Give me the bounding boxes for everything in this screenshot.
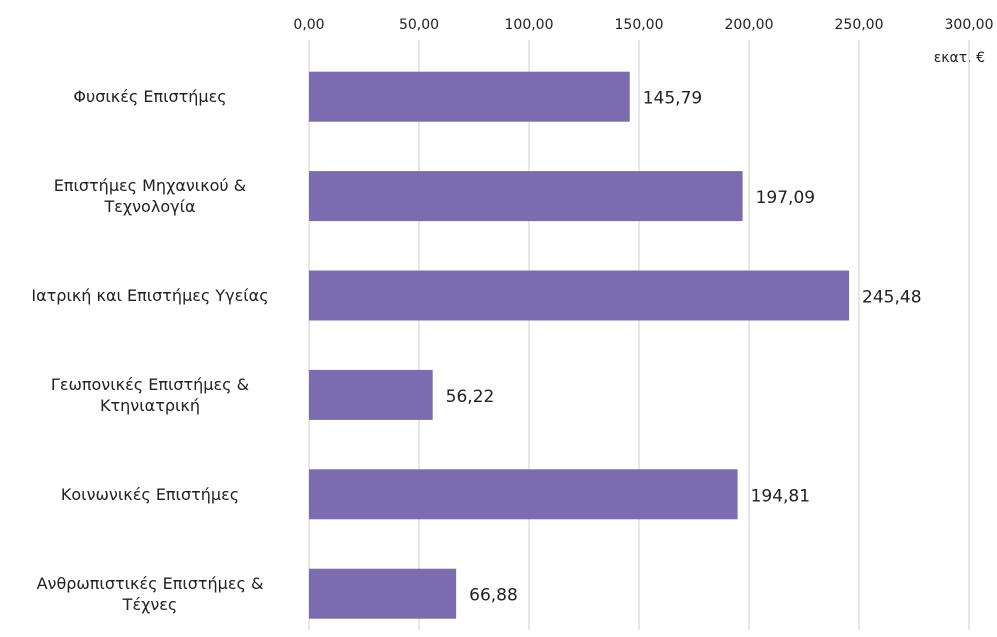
value-label: 145,79 [643, 89, 702, 109]
value-label: 56,22 [446, 387, 495, 407]
x-axis-label: εκατ. € [934, 50, 985, 66]
value-label: 245,48 [862, 288, 921, 308]
bar [309, 568, 457, 619]
value-label: 194,81 [751, 486, 810, 506]
bar [309, 270, 850, 321]
value-label: 197,09 [756, 188, 815, 208]
bar [309, 171, 743, 222]
y-tick-label: Ιατρική και Επιστήμες Υγείας [31, 286, 269, 305]
y-tick-label: Ανθρωπιστικές Επιστήμες & Τέχνες [36, 573, 264, 614]
x-tick-label: 200,00 [725, 17, 774, 33]
y-tick-label: Επιστήμες Μηχανικού & Τεχνολογία [53, 176, 247, 217]
bar [309, 71, 630, 122]
x-tick-label: 150,00 [615, 17, 664, 33]
y-tick-label: Φυσικές Επιστήμες [73, 87, 227, 107]
bar [309, 369, 433, 420]
bar [309, 469, 738, 520]
x-tick-label: 0,00 [293, 17, 324, 33]
y-tick-label: Κοινωνικές Επιστήμες [60, 484, 240, 504]
grid [308, 40, 970, 630]
x-tick-label: 250,00 [835, 17, 884, 33]
x-tick-label: 100,00 [505, 17, 554, 33]
y-tick-label: Γεωπονικές Επιστήμες & Κτηνιατρική [50, 374, 250, 415]
x-tick-label: 300,00 [945, 17, 994, 33]
x-tick-label: 50,00 [399, 17, 439, 33]
value-label: 66,88 [469, 586, 518, 606]
